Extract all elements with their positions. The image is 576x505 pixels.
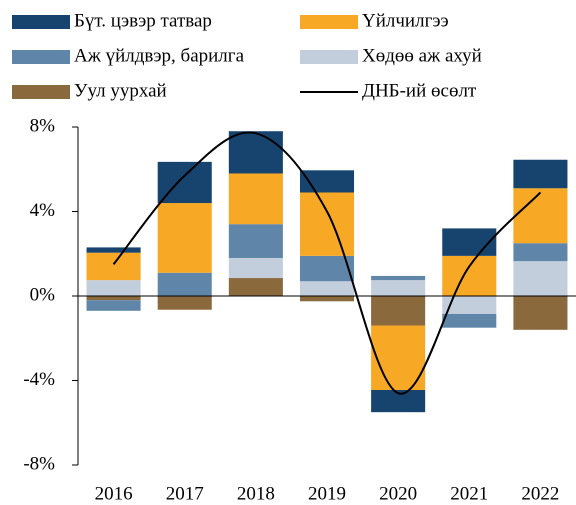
legend-label: Хөдөө аж ахуй [362,45,482,66]
x-tick-label: 2020 [379,483,417,504]
line-series [112,131,542,395]
x-tick-label: 2021 [450,483,488,504]
x-tick-label: 2022 [521,483,559,504]
bar-segment [299,192,355,256]
bar-segment [228,278,283,296]
bar-segment [228,131,283,174]
bar-segment [371,280,426,296]
legend-label: Аж үйлдвэр, барилга [74,45,245,66]
bar-segment [157,296,212,310]
y-tick-label: -4% [23,369,55,390]
x-tick-label: 2017 [166,483,204,504]
bar-segment [157,272,212,296]
x-tick-label: 2016 [95,483,133,504]
bar-segment [442,255,497,296]
legend-swatch [12,50,70,64]
bar-segment [371,325,426,391]
legend-swatch [12,15,70,29]
legend-label: ДНБ-ий өсөлт [362,80,477,101]
y-tick-label: -8% [23,453,55,474]
legend-label: Үйлчилгээ [362,10,449,31]
bar-segment [513,188,568,244]
bar-segment [299,296,355,302]
bar-segment [513,243,568,262]
legend-swatch [300,50,358,64]
bar-segment [86,300,141,311]
legend-label: Уул уурхай [74,80,167,101]
bar-segment [228,173,283,225]
bar-segment [371,275,426,281]
y-tick-label: 8% [30,115,56,136]
bar-segment [513,261,568,296]
bar-segment [442,228,497,256]
bar-segment [86,247,141,253]
bar-segment [228,224,283,258]
legend-swatch [12,85,70,99]
legend-label: Бүт. цэвэр татвар [74,10,212,31]
x-tick-label: 2018 [237,483,275,504]
y-tick-label: 0% [30,284,56,305]
bar-segment [371,296,426,326]
bar-segment [86,280,141,296]
bar-segment [513,296,568,330]
bar-segment [371,390,426,413]
x-tick-label: 2019 [308,483,346,504]
bar-segment [86,252,141,281]
y-tick-label: 4% [30,200,56,221]
bar-segment [442,296,497,314]
bar-segment [228,257,283,279]
bar-segment [442,313,497,328]
bar-segment [513,159,568,189]
legend-swatch [300,15,358,29]
bar-segment [86,296,141,301]
bar-segment [157,203,212,273]
bar-segment [299,281,355,296]
